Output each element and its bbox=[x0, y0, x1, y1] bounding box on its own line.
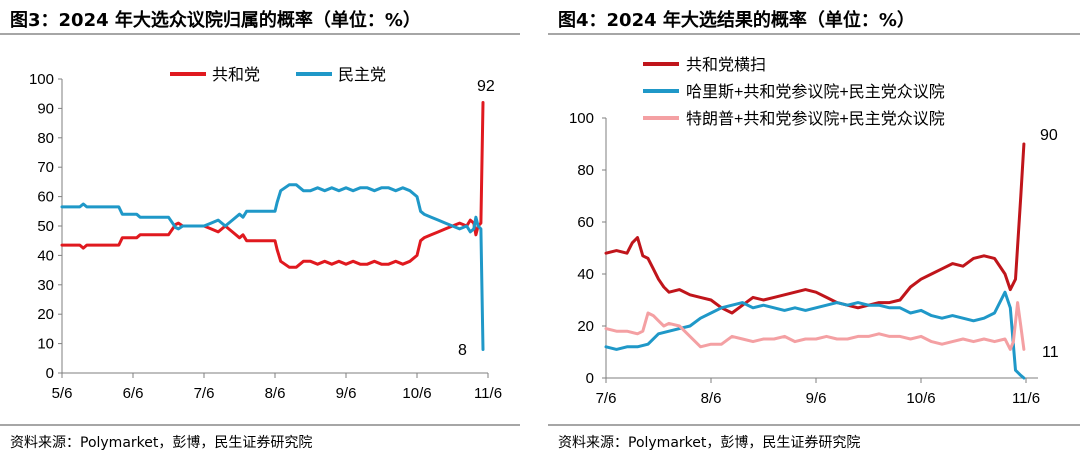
chart-title: 图3：2024 年大选众议院归属的概率（单位：%） bbox=[10, 10, 421, 31]
y-tick-label: 80 bbox=[37, 130, 54, 147]
y-tick-label: 30 bbox=[37, 277, 54, 294]
y-tick-label: 80 bbox=[577, 162, 594, 179]
legend-label: 共和党 bbox=[212, 66, 260, 84]
chart-panel-outcome: 图4：2024 年大选结果的概率（单位：%） 0 20 40 60 80 100 7/6 8/… bbox=[548, 0, 1080, 464]
x-tick-label: 5/6 bbox=[52, 385, 73, 402]
series-line bbox=[60, 101, 485, 269]
x-tick-label: 9/6 bbox=[336, 385, 357, 402]
x-tick-label: 6/6 bbox=[123, 385, 144, 402]
x-tick-label: 8/6 bbox=[265, 385, 286, 402]
title-divider bbox=[0, 33, 520, 35]
series-line bbox=[604, 290, 1026, 380]
x-tick-label: 10/6 bbox=[906, 390, 935, 407]
y-tick-label: 70 bbox=[37, 159, 54, 176]
data-label: 92 bbox=[477, 78, 495, 95]
y-tick-label: 60 bbox=[577, 214, 594, 231]
source-note: 资料来源：Polymarket，彭博，民生证券研究院 bbox=[10, 435, 313, 451]
legend-label: 特朗普+共和党参议院+民主党众议院 bbox=[686, 110, 945, 128]
y-tick-label: 40 bbox=[577, 266, 594, 283]
y-tick-label: 100 bbox=[29, 71, 54, 88]
y-tick-label: 0 bbox=[586, 370, 594, 387]
series-line bbox=[60, 183, 485, 351]
y-tick-label: 10 bbox=[37, 336, 54, 353]
x-tick-label: 10/6 bbox=[402, 385, 431, 402]
y-tick-label: 90 bbox=[37, 100, 54, 117]
x-tick-label: 11/6 bbox=[1012, 390, 1040, 407]
chart-title: 图4：2024 年大选结果的概率（单位：%） bbox=[558, 10, 915, 31]
legend-label: 共和党横扫 bbox=[686, 56, 766, 74]
data-label: 11 bbox=[1042, 344, 1059, 361]
legend-label: 哈里斯+共和党参议院+民主党众议院 bbox=[686, 83, 945, 101]
source-divider bbox=[0, 424, 520, 426]
y-tick-label: 60 bbox=[37, 189, 54, 206]
source-note: 资料来源：Polymarket，彭博，民生证券研究院 bbox=[558, 435, 861, 451]
y-tick-label: 50 bbox=[37, 218, 54, 235]
x-tick-label: 7/6 bbox=[194, 385, 215, 402]
x-tick-label: 11/6 bbox=[474, 385, 502, 402]
data-label: 90 bbox=[1040, 127, 1058, 144]
chart-panel-house: 图3：2024 年大选众议院归属的概率（单位：%） 0 10 20 30 40 50 60 7… bbox=[0, 0, 530, 464]
y-tick-label: 20 bbox=[577, 318, 594, 335]
y-tick-label: 100 bbox=[569, 110, 594, 127]
x-tick-label: 7/6 bbox=[596, 390, 617, 407]
y-tick-label: 40 bbox=[37, 247, 54, 264]
source-divider bbox=[548, 424, 1080, 426]
chart-house-probability: 0 10 20 30 40 50 60 70 80 90 100 5/6 6/6 7/6 8/6 9/6 10/… bbox=[29, 66, 502, 402]
y-tick-label: 20 bbox=[37, 306, 54, 323]
x-tick-label: 9/6 bbox=[806, 390, 827, 407]
x-tick-label: 8/6 bbox=[701, 390, 722, 407]
legend-label: 民主党 bbox=[338, 66, 386, 84]
chart-outcome-probability: 0 20 40 60 80 100 7/6 8/6 9/6 10/6 11/6 共和党横扫哈里斯+共和… bbox=[569, 56, 1059, 407]
data-label: 8 bbox=[458, 342, 467, 359]
series-line bbox=[604, 142, 1026, 315]
series-line bbox=[604, 301, 1026, 351]
y-tick-label: 0 bbox=[46, 365, 54, 382]
title-divider bbox=[548, 33, 1080, 35]
